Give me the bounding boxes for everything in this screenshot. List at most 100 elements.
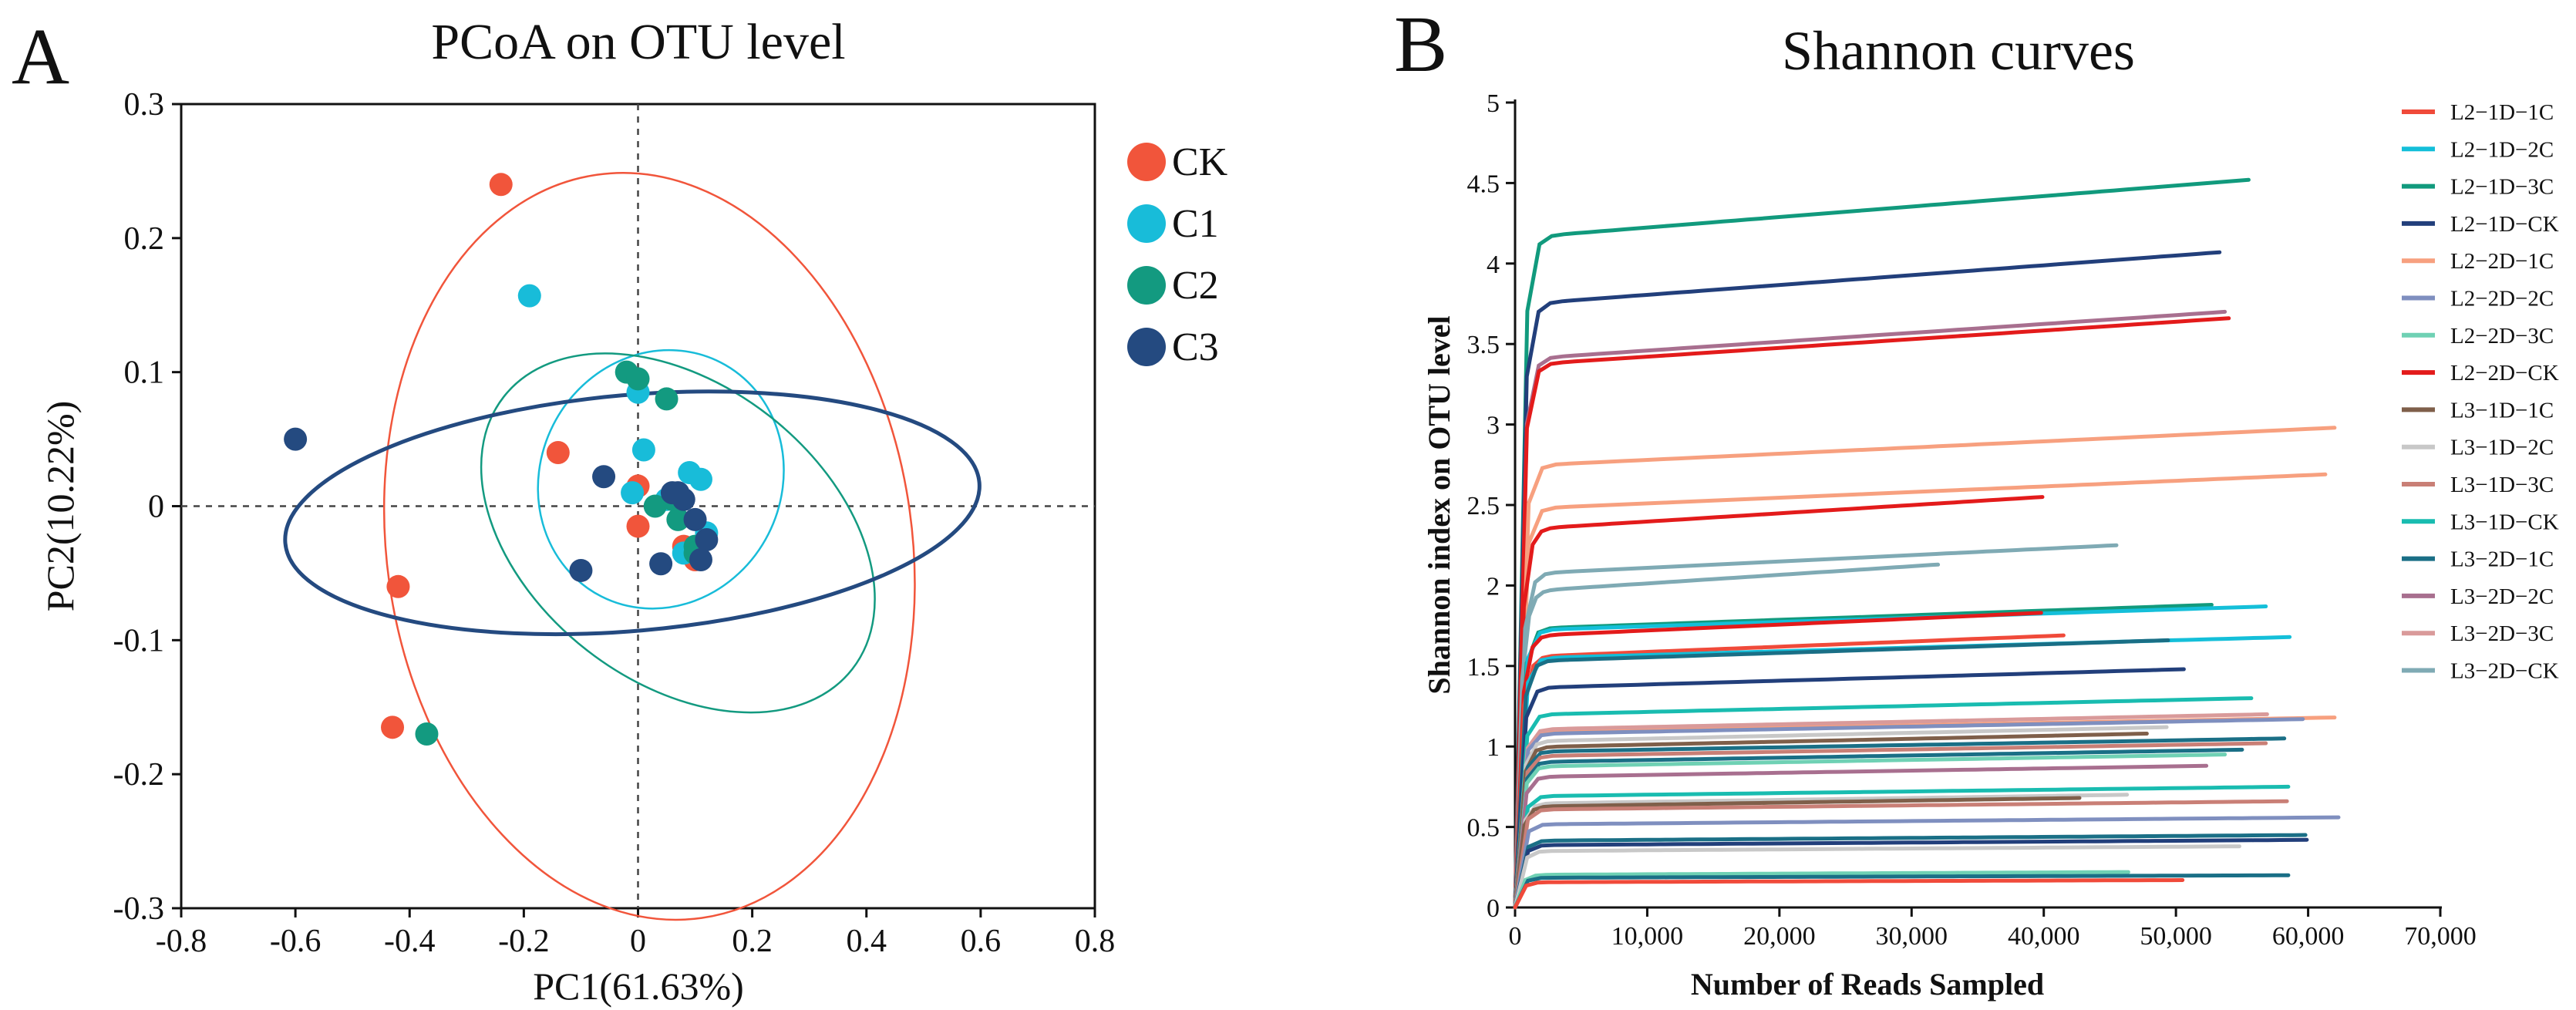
shannon-legend-label: L3−1D−1C	[2450, 398, 2554, 423]
pcoa-point-c2	[415, 722, 439, 746]
shannon-x-tick-label: 20,000	[1743, 922, 1816, 951]
pcoa-point-c1	[517, 284, 541, 308]
rarefaction-curve	[1513, 426, 2337, 910]
shannon-y-tick-label: 2	[1487, 572, 1500, 601]
pcoa-point-c3	[592, 465, 616, 489]
confidence-ellipse-c1	[537, 348, 785, 610]
pcoa-y-tick-label: 0.1	[124, 355, 165, 391]
pcoa-point-ck	[626, 514, 650, 538]
pcoa-point-ck	[386, 574, 410, 598]
legend-label-ck: CK	[1172, 140, 1228, 184]
rarefaction-curve	[1513, 633, 2066, 910]
shannon-legend-label: L2−1D−2C	[2450, 137, 2554, 162]
rarefaction-curve	[1513, 638, 2170, 910]
legend-marker-c1	[1127, 204, 1166, 243]
pcoa-y-axis-label: PC2(10.22%)	[39, 401, 82, 612]
legend-marker-c2	[1127, 266, 1166, 305]
shannon-x-axis-label: Number of Reads Sampled	[1691, 967, 2044, 1002]
rarefaction-curve	[1513, 747, 2244, 910]
legend-label-c1: C1	[1172, 202, 1219, 246]
pcoa-x-tick-label: 0.4	[847, 924, 887, 959]
shannon-panel: B Shannon curves 0 10,000 20,000 30,000 40,000…	[1394, 0, 2559, 1002]
pcoa-point-c3	[689, 548, 712, 572]
pcoa-point-c1	[631, 438, 655, 462]
shannon-y-tick-label: 2.5	[1467, 492, 1500, 520]
confidence-ellipse-c3	[283, 389, 982, 637]
rarefaction-curve	[1513, 495, 2045, 910]
shannon-legend-label: L2−2D−1C	[2450, 249, 2554, 274]
rarefaction-curve	[1513, 844, 2241, 910]
confidence-ellipse-ck	[382, 172, 916, 921]
shannon-y-tick-label: 1	[1487, 733, 1500, 762]
shannon-y-tick-label: 4.5	[1467, 170, 1500, 198]
panel-letter-b: B	[1394, 0, 1447, 89]
pcoa-point-c1	[621, 481, 645, 505]
pcoa-point-c3	[569, 558, 593, 582]
pcoa-point-c1	[689, 467, 712, 491]
rarefaction-curve	[1513, 873, 2291, 910]
pcoa-x-tick-label: 0.6	[961, 924, 1002, 959]
shannon-title: Shannon curves	[1782, 20, 2135, 82]
shannon-x-tick-label: 0	[1509, 922, 1522, 951]
pcoa-point-ck	[546, 440, 570, 464]
rarefaction-curve	[1513, 712, 2269, 910]
shannon-x-tick-label: 10,000	[1611, 922, 1684, 951]
shannon-y-tick-label: 0	[1487, 894, 1500, 923]
pcoa-point-c3	[660, 481, 684, 505]
rarefaction-curve	[1513, 736, 2287, 910]
rarefaction-curve	[1513, 799, 2289, 910]
pcoa-x-axis-label: PC1(61.63%)	[533, 965, 744, 1008]
legend-marker-ck	[1127, 143, 1166, 181]
pcoa-x-tick-label: -0.8	[156, 924, 207, 959]
legend-label-c2: C2	[1172, 264, 1219, 308]
rarefaction-curve	[1513, 667, 2186, 910]
shannon-legend-label: L3−2D−CK	[2450, 659, 2559, 684]
rarefaction-curve	[1513, 717, 2305, 910]
pcoa-x-tick-label: 0	[630, 924, 646, 959]
shannon-x-tick-label: 40,000	[2008, 922, 2080, 951]
pcoa-y-tick-label: -0.3	[113, 891, 165, 927]
shannon-legend-label: L3−1D−CK	[2450, 510, 2559, 534]
rarefaction-curve	[1513, 472, 2328, 910]
shannon-x-tick-label: 30,000	[1876, 922, 1948, 951]
pcoa-y-tick-label: -0.2	[113, 757, 165, 793]
pcoa-y-tick-label: 0	[148, 490, 164, 525]
pcoa-point-ck	[489, 173, 513, 197]
rarefaction-curve	[1513, 250, 2222, 910]
rarefaction-curve	[1513, 562, 1941, 910]
shannon-legend-label: L2−1D−3C	[2450, 175, 2554, 200]
shannon-x-tick-label: 50,000	[2140, 922, 2212, 951]
pcoa-y-tick-label: -0.1	[113, 623, 165, 658]
rarefaction-curve	[1513, 796, 2082, 910]
rarefaction-curve	[1513, 543, 2119, 910]
pcoa-point-c2	[626, 367, 650, 391]
shannon-legend-label: L2−2D−2C	[2450, 287, 2554, 311]
shannon-y-tick-label: 4	[1487, 251, 1500, 279]
pcoa-point-c3	[284, 427, 308, 451]
shannon-legend-label: L3−2D−2C	[2450, 584, 2554, 609]
rarefaction-curve	[1513, 793, 2130, 910]
pcoa-point-c3	[683, 507, 707, 531]
shannon-legend-label: L3−2D−1C	[2450, 547, 2554, 572]
panel-letter-a: A	[12, 12, 69, 101]
pcoa-x-tick-label: 0.8	[1075, 924, 1116, 959]
pcoa-point-c3	[695, 527, 719, 551]
rarefaction-curve	[1513, 741, 2268, 910]
pcoa-x-tick-label: -0.6	[270, 924, 322, 959]
pcoa-point-c2	[655, 387, 679, 411]
rarefaction-curve	[1513, 784, 2291, 910]
pcoa-x-tick-label: 0.2	[732, 924, 773, 959]
rarefaction-curve	[1513, 878, 2185, 910]
shannon-legend-label: L2−2D−3C	[2450, 324, 2554, 348]
pcoa-point-c3	[649, 552, 673, 576]
shannon-y-tick-label: 5	[1487, 89, 1500, 118]
rarefaction-curve	[1513, 309, 2227, 910]
pcoa-x-tick-label: -0.2	[498, 924, 550, 959]
shannon-y-tick-label: 3	[1487, 412, 1500, 440]
pcoa-title: PCoA on OTU level	[431, 14, 845, 70]
rarefaction-curve	[1513, 177, 2251, 910]
shannon-y-axis-label: Shannon index on OTU level	[1422, 315, 1456, 694]
rarefaction-curve	[1513, 763, 2209, 910]
rarefaction-curve	[1513, 696, 2254, 910]
